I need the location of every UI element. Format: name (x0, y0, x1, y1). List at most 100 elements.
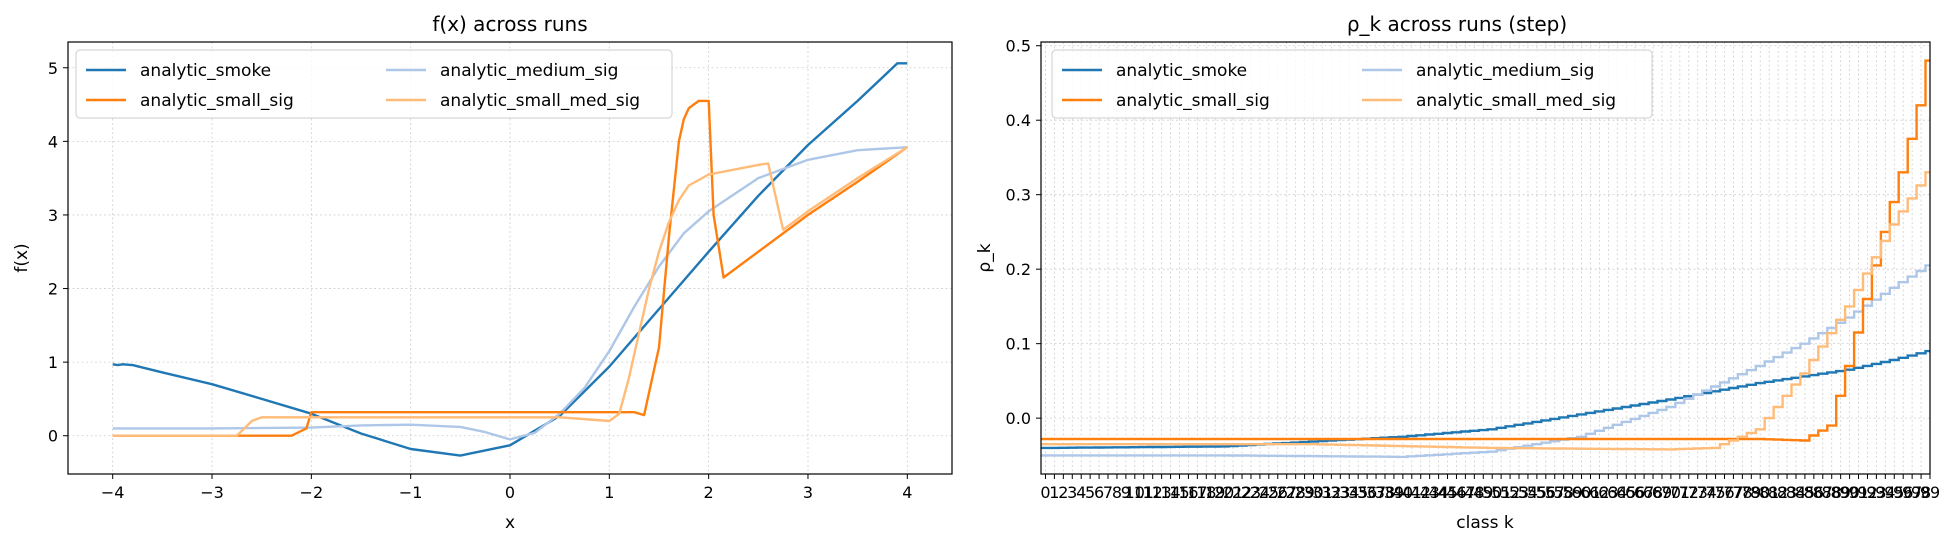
right-xtick-label: 61 (1580, 483, 1600, 502)
right-xtick-label: 43 (1419, 483, 1439, 502)
right-xtick-label: 68 (1643, 483, 1663, 502)
right-xtick-label: 14 (1160, 483, 1180, 502)
right-xtick-label: 54 (1518, 483, 1538, 502)
right-xtick-label: 13 (1151, 483, 1171, 502)
right-xtick-label: 15 (1169, 483, 1189, 502)
chart-left-title: f(x) across runs (432, 12, 587, 36)
right-xtick-label: 8 (1112, 483, 1122, 502)
right-xtick-label: 5 (1085, 483, 1095, 502)
right-xtick-label: 77 (1723, 483, 1743, 502)
right-xtick-label: 55 (1527, 483, 1547, 502)
right-xtick-label: 22 (1232, 483, 1252, 502)
right-xtick-label: 78 (1732, 483, 1752, 502)
right-xtick-label: 91 (1848, 483, 1868, 502)
series-step-analytic_medium_sig (1041, 264, 1930, 459)
right-xtick-label: 12 (1143, 483, 1163, 502)
right-xtick-label: 56 (1536, 483, 1556, 502)
series-line-analytic_small_sig (112, 99, 908, 437)
right-xtick-label: 65 (1616, 483, 1636, 502)
right-xtick-label: 29 (1294, 483, 1314, 502)
right-xtick-label: 88 (1822, 483, 1842, 502)
right-xtick-label: 81 (1759, 483, 1779, 502)
left-ytick-label: 5 (48, 59, 58, 78)
right-xtick-label: 97 (1902, 483, 1922, 502)
right-xtick-label: 66 (1625, 483, 1645, 502)
series-line-analytic_small_med_sig (112, 146, 908, 437)
right-xtick-label: 7 (1103, 483, 1113, 502)
right-ytick-label: 0.3 (1006, 186, 1031, 205)
right-xtick-label: 10 (1125, 483, 1145, 502)
chart-left-legend: analytic_smoke analytic_medium_siganalyti… (75, 49, 673, 119)
right-xtick-label: 37 (1366, 483, 1386, 502)
right-xtick-label: 32 (1321, 483, 1341, 502)
right-xtick-label: 28 (1285, 483, 1305, 502)
right-xtick-label: 90 (1839, 483, 1859, 502)
right-xtick-label: 49 (1473, 483, 1493, 502)
legend-label-analytic_medium_sig: analytic_medium_sig (440, 61, 618, 81)
left-xtick-label: 0 (505, 483, 515, 502)
series-step-analytic_small_med_sig (1041, 171, 1930, 451)
right-xtick-label: 85 (1795, 483, 1815, 502)
right-xtick-label: 71 (1670, 483, 1690, 502)
legend-label-analytic_small_med_sig: analytic_small_med_sig (440, 91, 640, 111)
right-xtick-label: 35 (1348, 483, 1368, 502)
left-xtick-label: 2 (704, 483, 714, 502)
series-step-analytic_small_sig (1041, 59, 1930, 442)
right-xtick-label: 34 (1339, 483, 1359, 502)
series-line-analytic_smoke (112, 62, 908, 457)
left-xtick-label: −1 (399, 483, 423, 502)
right-xtick-label: 70 (1661, 483, 1681, 502)
chart-right: ρ_k across runs (step) 01234567891011121… (975, 12, 1940, 533)
right-xtick-label: 11 (1134, 483, 1154, 502)
right-xtick-label: 33 (1330, 483, 1350, 502)
right-xtick-label: 76 (1714, 483, 1734, 502)
right-xtick-label: 20 (1214, 483, 1234, 502)
chart-right-frame (1040, 41, 1931, 475)
legend-label-analytic_medium_sig: analytic_medium_sig (1416, 61, 1594, 81)
right-xtick-label: 94 (1875, 483, 1895, 502)
right-ytick-label: 0.0 (1006, 409, 1031, 428)
right-xtick-label: 42 (1411, 483, 1431, 502)
right-xtick-label: 93 (1866, 483, 1886, 502)
right-xtick-label: 83 (1777, 483, 1797, 502)
right-xtick-label: 47 (1455, 483, 1475, 502)
right-xtick-label: 63 (1598, 483, 1618, 502)
right-ytick-label: 0.5 (1006, 37, 1031, 56)
right-xtick-label: 84 (1786, 483, 1806, 502)
right-xtick-label: 51 (1491, 483, 1511, 502)
right-xtick-label: 16 (1178, 483, 1198, 502)
right-xtick-label: 46 (1446, 483, 1466, 502)
right-xtick-label: 9 (1121, 483, 1131, 502)
right-xtick-label: 98 (1911, 483, 1931, 502)
right-xtick-label: 87 (1813, 483, 1833, 502)
left-ytick-label: 0 (48, 427, 58, 446)
left-xtick-label: 3 (803, 483, 813, 502)
chart-right-xlabel: class k (1456, 513, 1514, 533)
right-xtick-label: 21 (1223, 483, 1243, 502)
right-xtick-label: 19 (1205, 483, 1225, 502)
legend-label-analytic_smoke: analytic_smoke (140, 61, 271, 81)
right-xtick-label: 96 (1893, 483, 1913, 502)
right-xtick-label: 44 (1428, 483, 1448, 502)
right-xtick-label: 52 (1500, 483, 1520, 502)
right-xtick-label: 58 (1553, 483, 1573, 502)
right-xtick-label: 38 (1375, 483, 1395, 502)
right-xtick-label: 26 (1268, 483, 1288, 502)
right-xtick-label: 86 (1804, 483, 1824, 502)
chart-left-ylabel: f(x) (12, 243, 32, 272)
right-xtick-label: 95 (1884, 483, 1904, 502)
right-xtick-label: 24 (1250, 483, 1270, 502)
left-xtick-label: 4 (902, 483, 912, 502)
right-xtick-label: 82 (1768, 483, 1788, 502)
right-xtick-label: 41 (1402, 483, 1422, 502)
left-xtick-label: 1 (604, 483, 614, 502)
chart-right-title: ρ_k across runs (step) (1347, 12, 1567, 36)
right-xtick-label: 59 (1562, 483, 1582, 502)
series-line-analytic_medium_sig (112, 146, 908, 441)
series-step-analytic_smoke (1041, 349, 1930, 450)
left-xtick-label: −2 (300, 483, 324, 502)
chart-left-xlabel: x (505, 513, 515, 533)
right-xtick-label: 74 (1696, 483, 1716, 502)
right-xtick-label: 72 (1679, 483, 1699, 502)
